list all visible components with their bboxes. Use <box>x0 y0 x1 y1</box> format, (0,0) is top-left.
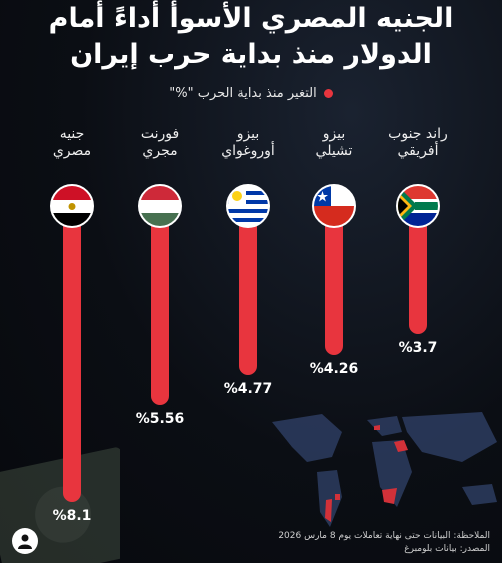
south-africa-flag-icon <box>396 184 440 228</box>
value-label: %8.1 <box>52 507 92 524</box>
category-label: جنيه مصري <box>27 126 117 160</box>
bar <box>409 207 427 334</box>
category-label: بيزو أوروغواي <box>203 126 293 160</box>
chart-title-line2: الدولار منذ بداية حرب إيران <box>70 39 432 70</box>
category-label-line: بيزو <box>322 126 346 142</box>
legend: التغير منذ بداية الحرب "%" <box>0 86 502 101</box>
category-label-line: جنيه <box>59 126 85 142</box>
bar <box>325 207 343 356</box>
category-label: بيزو تشيلي <box>289 126 379 160</box>
chart-title-line1: الجنيه المصري الأسوأ أداءً أمام <box>48 3 454 34</box>
category-label-line: أفريقي <box>397 143 439 159</box>
egypt-flag-icon <box>50 184 94 228</box>
note-line: الملاحظة: البيانات حتى نهاية تعاملات يوم… <box>278 531 490 541</box>
brand-logo-icon <box>12 528 38 554</box>
footnotes: الملاحظة: البيانات حتى نهاية تعاملات يوم… <box>278 530 490 556</box>
value-label: %4.77 <box>223 380 273 397</box>
source-line: المصدر: بيانات بلومبرغ <box>404 544 490 554</box>
value-label: %4.26 <box>309 361 359 378</box>
bar <box>239 207 257 375</box>
bar <box>151 207 169 405</box>
world-map-decoration <box>272 412 497 527</box>
category-label-line: بيزو <box>236 126 260 142</box>
category-label-line: تشيلي <box>315 143 353 159</box>
uruguay-flag-icon <box>226 184 270 228</box>
category-label-line: راند جنوب <box>388 126 448 142</box>
legend-swatch <box>323 89 333 98</box>
value-label: %3.7 <box>398 339 438 356</box>
chile-flag-icon <box>312 184 356 228</box>
hungary-flag-icon <box>138 184 182 228</box>
legend-label: التغير منذ بداية الحرب "%" <box>169 86 317 101</box>
category-label: فورنت مجري <box>115 126 205 160</box>
bar <box>63 207 81 502</box>
category-label: راند جنوب أفريقي <box>373 126 463 160</box>
value-label: %5.56 <box>135 410 185 427</box>
category-label-line: أوروغواي <box>221 143 275 159</box>
category-label-line: مجري <box>142 143 178 159</box>
category-label-line: مصري <box>52 143 92 159</box>
category-label-line: فورنت <box>140 126 180 142</box>
